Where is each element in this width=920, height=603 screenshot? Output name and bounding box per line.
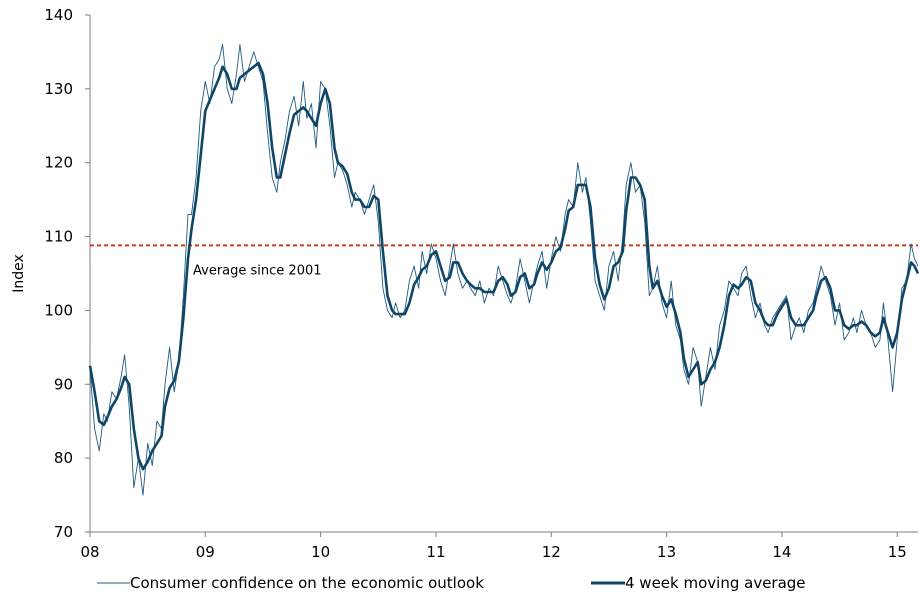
x-tick-label: 10 xyxy=(311,543,330,561)
x-tick-label: 11 xyxy=(426,543,445,561)
y-tick-label: 70 xyxy=(54,523,73,541)
y-tick-label: 100 xyxy=(44,301,73,319)
y-tick-label: 120 xyxy=(44,154,73,172)
x-tick-labels: 08 09 10 11 12 13 14 15 xyxy=(80,543,906,561)
average-reference-label: Average since 2001 xyxy=(193,263,322,278)
x-tick-label: 12 xyxy=(542,543,561,561)
x-tick-label: 15 xyxy=(888,543,907,561)
y-tick-labels: 70 80 90 100 110 120 130 140 xyxy=(44,6,73,541)
x-tick-label: 14 xyxy=(772,543,791,561)
legend-label-raw: Consumer confidence on the economic outl… xyxy=(130,574,484,592)
y-tick-label: 90 xyxy=(54,375,73,393)
y-tick-label: 130 xyxy=(44,80,73,98)
y-tick-label: 140 xyxy=(44,6,73,24)
series-lines xyxy=(88,44,920,496)
axes xyxy=(85,14,918,537)
x-tick-label: 09 xyxy=(196,543,215,561)
y-tick-label: 80 xyxy=(54,449,73,467)
y-tick-label: 110 xyxy=(44,228,73,246)
y-axis-title: Index xyxy=(11,254,27,293)
x-tick-label: 08 xyxy=(80,543,99,561)
legend: Consumer confidence on the economic outl… xyxy=(97,574,806,592)
series-line-moving-average xyxy=(88,61,920,471)
legend-label-average: 4 week moving average xyxy=(625,574,806,592)
reference-line-group: Average since 2001 xyxy=(90,244,918,278)
x-tick-label: 13 xyxy=(657,543,676,561)
series-line-consumer-confidence xyxy=(89,44,919,496)
